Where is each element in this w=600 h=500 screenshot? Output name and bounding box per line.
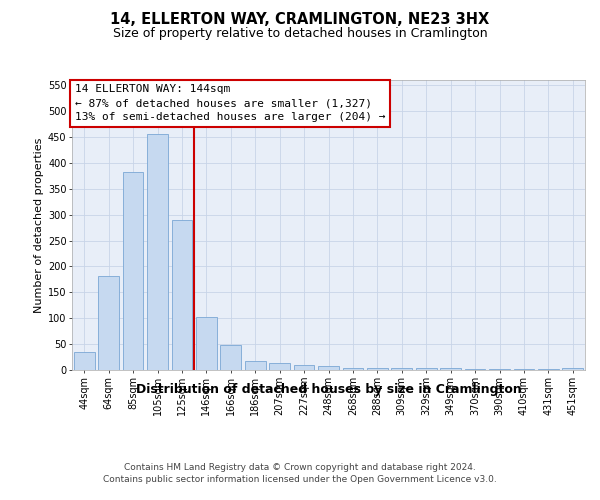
Bar <box>440 368 461 370</box>
Bar <box>269 364 290 370</box>
Text: Contains public sector information licensed under the Open Government Licence v3: Contains public sector information licen… <box>103 475 497 484</box>
Bar <box>538 369 559 370</box>
Bar <box>343 368 364 370</box>
Bar <box>220 345 241 370</box>
Bar <box>416 368 437 370</box>
Bar <box>196 316 217 370</box>
Bar <box>367 368 388 370</box>
Bar <box>122 172 143 370</box>
Text: 14 ELLERTON WAY: 144sqm
← 87% of detached houses are smaller (1,327)
13% of semi: 14 ELLERTON WAY: 144sqm ← 87% of detache… <box>74 84 385 122</box>
Bar <box>172 220 193 370</box>
Bar <box>391 368 412 370</box>
Bar <box>74 352 95 370</box>
Bar <box>514 369 535 370</box>
Text: Contains HM Land Registry data © Crown copyright and database right 2024.: Contains HM Land Registry data © Crown c… <box>124 462 476 471</box>
Bar <box>318 366 339 370</box>
Bar <box>464 369 485 370</box>
Text: 14, ELLERTON WAY, CRAMLINGTON, NE23 3HX: 14, ELLERTON WAY, CRAMLINGTON, NE23 3HX <box>110 12 490 28</box>
Bar <box>489 369 510 370</box>
Bar <box>98 276 119 370</box>
Text: Distribution of detached houses by size in Cramlington: Distribution of detached houses by size … <box>136 382 521 396</box>
Text: Size of property relative to detached houses in Cramlington: Size of property relative to detached ho… <box>113 27 487 40</box>
Bar <box>245 360 266 370</box>
Bar <box>147 134 168 370</box>
Bar <box>562 368 583 370</box>
Y-axis label: Number of detached properties: Number of detached properties <box>34 138 44 312</box>
Bar <box>293 366 314 370</box>
